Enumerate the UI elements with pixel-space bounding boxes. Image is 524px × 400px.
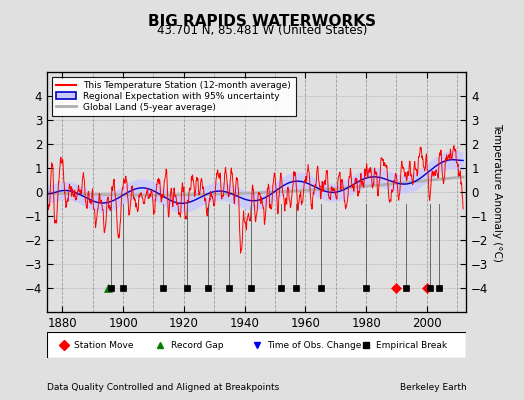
Legend: This Temperature Station (12-month average), Regional Expectation with 95% uncer: This Temperature Station (12-month avera… xyxy=(52,76,296,116)
Y-axis label: Temperature Anomaly (°C): Temperature Anomaly (°C) xyxy=(493,122,503,262)
Text: BIG RAPIDS WATERWORKS: BIG RAPIDS WATERWORKS xyxy=(148,14,376,29)
Text: Station Move: Station Move xyxy=(74,340,134,350)
Text: Record Gap: Record Gap xyxy=(171,340,223,350)
FancyBboxPatch shape xyxy=(47,332,466,358)
Text: 43.701 N, 85.481 W (United States): 43.701 N, 85.481 W (United States) xyxy=(157,24,367,37)
Text: Data Quality Controlled and Aligned at Breakpoints: Data Quality Controlled and Aligned at B… xyxy=(47,383,279,392)
Text: Empirical Break: Empirical Break xyxy=(376,340,447,350)
Text: Berkeley Earth: Berkeley Earth xyxy=(400,383,466,392)
Text: Time of Obs. Change: Time of Obs. Change xyxy=(267,340,362,350)
